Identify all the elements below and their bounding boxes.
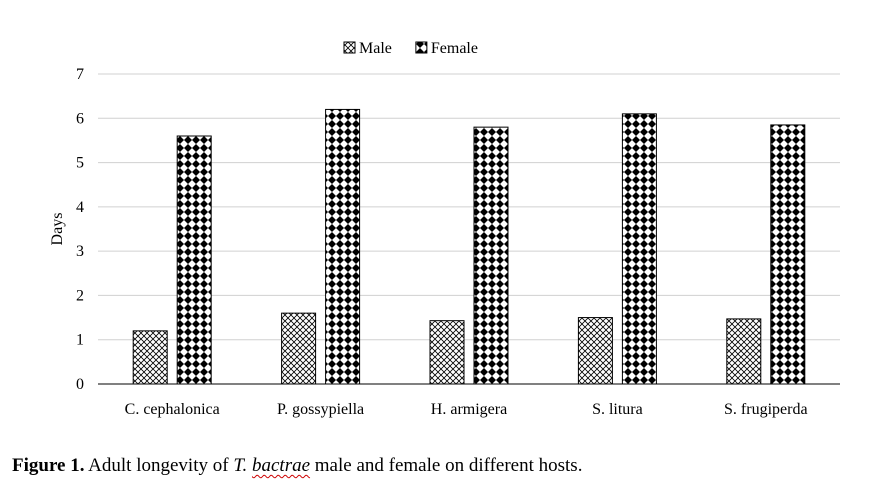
bar-male-5	[726, 318, 762, 385]
y-tick-label: 2	[76, 287, 84, 304]
bar-chart: 0 1 2 3 4 5 6 7 C. cephalonica P. gossypiella H. …	[49, 40, 840, 418]
caption-text-before: Adult longevity of	[84, 455, 234, 476]
bar-female-4	[621, 113, 657, 385]
x-tick-labels: C. cephalonica P. gossypiella H. armigera S…	[125, 401, 808, 418]
legend-swatch-female	[415, 41, 428, 54]
y-tick-label: 7	[76, 66, 84, 83]
y-tick-label: 1	[76, 332, 84, 349]
caption-text-after: male and female on different hosts.	[310, 455, 583, 476]
y-tick-label: 0	[76, 376, 84, 393]
bar-female-3	[473, 126, 509, 385]
y-axis-label: Days	[49, 213, 66, 246]
legend-swatch-male	[343, 41, 356, 54]
bar-male-1	[132, 330, 168, 385]
x-tick-label: S. litura	[592, 401, 643, 418]
x-tick-label: P. gossypiella	[277, 401, 364, 418]
caption-species-genus: T.	[233, 455, 248, 476]
bar-female-2	[325, 108, 361, 385]
gridlines	[98, 73, 840, 341]
figure-caption: Figure 1. Adult longevity of T. bactrae …	[12, 455, 582, 477]
caption-label: Figure 1.	[12, 455, 85, 476]
y-tick-label: 5	[76, 155, 84, 172]
y-tick-label: 4	[76, 199, 84, 216]
bar-female-5	[770, 124, 806, 385]
legend-label-female: Female	[431, 40, 478, 57]
bar-male-4	[577, 317, 613, 385]
legend: Male Female	[343, 40, 478, 57]
y-tick-labels: 0 1 2 3 4 5 6 7	[76, 66, 84, 393]
caption-species-epithet: bactrae	[251, 455, 311, 476]
y-tick-label: 6	[76, 110, 84, 127]
y-tick-label: 3	[76, 243, 84, 260]
bar-female-1	[176, 135, 212, 385]
bar-male-2	[281, 312, 317, 385]
x-tick-label: H. armigera	[431, 401, 507, 418]
x-tick-label: C. cephalonica	[125, 401, 220, 418]
bar-male-3	[429, 320, 465, 385]
legend-label-male: Male	[359, 40, 392, 57]
bars	[132, 108, 806, 385]
x-tick-label: S. frugiperda	[724, 401, 808, 418]
